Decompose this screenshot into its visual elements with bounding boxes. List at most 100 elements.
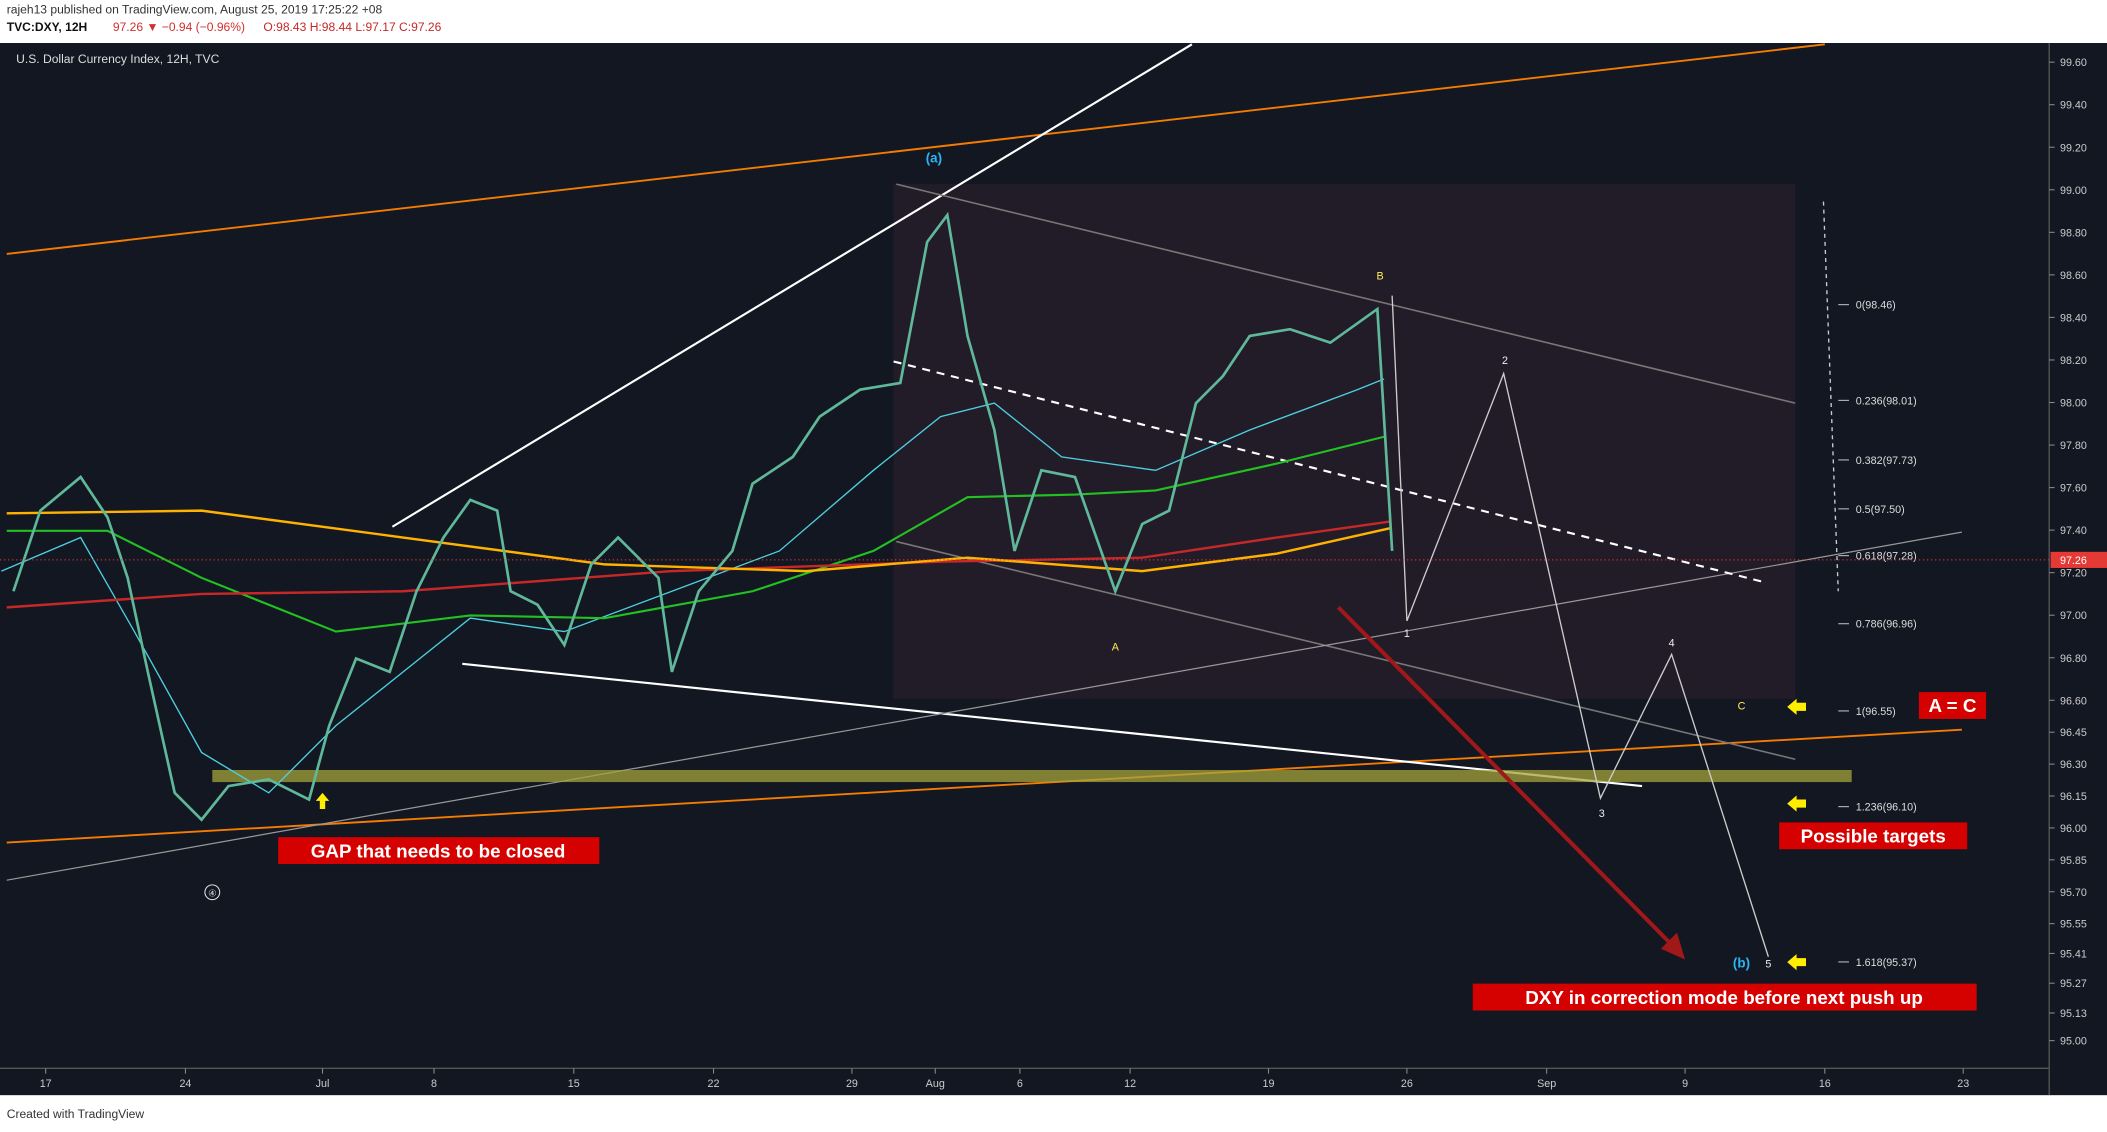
y-tick-label: 95.41 [2060, 948, 2087, 960]
x-tick-label: Jul [316, 1078, 330, 1090]
y-tick-label: 96.45 [2060, 727, 2087, 739]
annotation-box [1779, 822, 1968, 850]
y-tick-label: 95.55 [2060, 919, 2087, 931]
y-tick-label: 97.00 [2060, 610, 2087, 622]
x-tick-label: 12 [1124, 1078, 1136, 1090]
arrow-icon [315, 792, 330, 809]
fib-label: 0.382(97.73) [1856, 455, 1917, 467]
wave-label: 1 [1404, 628, 1410, 640]
arrow-icon [1787, 698, 1806, 715]
ma-line [6, 509, 1392, 573]
arrow-head [1660, 932, 1686, 960]
y-tick-label: 98.80 [2060, 227, 2087, 239]
wave-label: (b) [1733, 956, 1750, 971]
y-tick-label: 96.30 [2060, 759, 2087, 771]
x-tick-label: 9 [1682, 1078, 1688, 1090]
chart-title: U.S. Dollar Currency Index, 12H, TVC [16, 52, 219, 66]
fib-label: 0.236(98.01) [1856, 395, 1917, 407]
y-tick-label: 96.60 [2060, 695, 2087, 707]
ma-line [6, 520, 1391, 609]
wave-label: B [1376, 271, 1383, 283]
x-tick-label: Aug [926, 1078, 945, 1090]
annotation-box [1918, 692, 1987, 719]
dashed-line [893, 360, 1764, 583]
ohlc: O:98.43 H:98.44 L:97.17 C:97.26 [263, 20, 441, 34]
annotation-box [1472, 983, 1977, 1011]
trend-line [6, 531, 1962, 881]
forecast-arrow [1336, 605, 1676, 949]
footer: Created with TradingView [7, 1107, 145, 1121]
x-tick-label: 26 [1401, 1078, 1413, 1090]
price-tag-label: 97.26 [2060, 555, 2087, 567]
arrow-icon [1787, 954, 1806, 971]
wave-path [1391, 295, 1770, 957]
wave-label: ④ [208, 887, 216, 898]
fib-label: 1(96.55) [1856, 706, 1896, 718]
y-tick-label: 98.00 [2060, 398, 2087, 410]
ma-line [1, 378, 1385, 794]
annotation: DXY in correction mode before next push … [1525, 987, 1923, 1008]
fib-label: 1.236(96.10) [1856, 802, 1917, 814]
wave-circle [204, 884, 221, 901]
y-tick-label: 98.20 [2060, 355, 2087, 367]
y-tick-label: 97.60 [2060, 483, 2087, 495]
x-tick-label: 15 [568, 1078, 580, 1090]
y-tick-label: 95.13 [2060, 1008, 2087, 1020]
x-tick-label: 16 [1819, 1078, 1831, 1090]
trend-line [391, 43, 1193, 528]
trend-line [462, 662, 1643, 788]
wave-label: (a) [926, 151, 942, 166]
y-tick-label: 95.00 [2060, 1036, 2087, 1048]
annotation: A = C [1929, 695, 1977, 716]
x-tick-label: 17 [40, 1078, 52, 1090]
y-tick-label: 97.20 [2060, 568, 2087, 580]
annotation: GAP that needs to be closed [311, 840, 566, 861]
y-tick-label: 97.40 [2060, 525, 2087, 537]
wave-label: 4 [1669, 637, 1675, 649]
fib-label: 0.786(96.96) [1856, 619, 1917, 631]
trend-line [6, 43, 1825, 255]
gap-band [212, 769, 1852, 783]
dashed-line [1822, 201, 1839, 592]
x-tick-label: 6 [1017, 1078, 1023, 1090]
annotation: Possible targets [1801, 826, 1946, 847]
x-tick-label: 22 [708, 1078, 720, 1090]
annotation-box [278, 837, 600, 865]
wave-label: 5 [1765, 959, 1771, 971]
y-tick-label: 98.40 [2060, 312, 2087, 324]
price-tag [2050, 551, 2107, 568]
price-path [12, 211, 1394, 822]
channel-line [896, 183, 1796, 404]
fib-label: 0.5(97.50) [1856, 504, 1905, 516]
ma-line [6, 435, 1385, 633]
x-tick-label: 24 [179, 1078, 191, 1090]
y-tick-label: 99.60 [2060, 57, 2087, 69]
wave-label: A [1112, 641, 1120, 653]
channel-line [896, 540, 1796, 761]
fib-label: 0.618(97.28) [1856, 551, 1917, 563]
y-tick-label: 96.00 [2060, 823, 2087, 835]
fib-label: 0(98.46) [1856, 300, 1896, 312]
wave-label: C [1738, 701, 1746, 713]
x-tick-label: 19 [1263, 1078, 1275, 1090]
y-tick-label: 97.80 [2060, 440, 2087, 452]
wave-label: 3 [1599, 808, 1605, 820]
y-tick-label: 96.80 [2060, 653, 2087, 665]
y-tick-label: 95.27 [2060, 978, 2087, 990]
y-tick-label: 95.85 [2060, 855, 2087, 867]
publisher: rajeh13 published on TradingView.com, Au… [7, 2, 383, 16]
y-tick-label: 98.60 [2060, 270, 2087, 282]
y-tick-label: 96.15 [2060, 791, 2087, 803]
fib-zone [893, 184, 1796, 699]
y-tick-label: 95.70 [2060, 887, 2087, 899]
x-tick-label: 29 [846, 1078, 858, 1090]
x-tick-label: Sep [1537, 1078, 1556, 1090]
symbol: TVC:DXY, 12H [7, 20, 88, 34]
y-tick-label: 99.40 [2060, 100, 2087, 112]
y-tick-label: 99.00 [2060, 185, 2087, 197]
fib-label: 1.618(95.37) [1856, 957, 1917, 969]
x-tick-label: 23 [1957, 1078, 1969, 1090]
x-tick-label: 8 [431, 1078, 437, 1090]
